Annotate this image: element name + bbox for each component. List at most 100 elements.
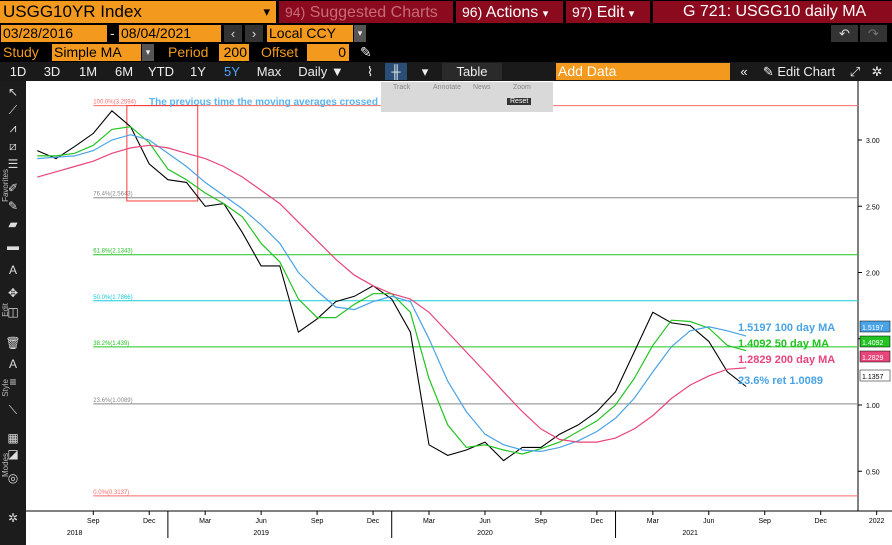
window-title: G 721: USGG10 daily MA [653, 1, 892, 23]
redo-icon[interactable]: ↷ [860, 25, 887, 42]
panel-tool-zoom[interactable]: Zoom [513, 84, 531, 91]
x-year-label: 2020 [477, 530, 493, 537]
modes-label: Modes [1, 453, 10, 478]
last-value-text: 1.5197 [862, 325, 884, 332]
timeframe-3d[interactable]: 3D [43, 64, 61, 79]
study-label: Study [3, 44, 39, 60]
draw-line-icon[interactable]: ⟋ [8, 103, 18, 117]
panel-tool-track[interactable]: Track [393, 84, 411, 91]
trend-tool-icon[interactable]: ⩘ [9, 121, 17, 135]
timeframe-ytd[interactable]: YTD [148, 64, 174, 79]
timeframe-1y[interactable]: 1Y [190, 64, 206, 79]
timeframe-1m[interactable]: 1M [78, 64, 98, 79]
crossing-highlight-box [126, 105, 199, 202]
channel-tool-icon[interactable]: ⧄ [9, 139, 17, 153]
currency-select[interactable]: Local CCY [267, 25, 353, 42]
study-bar: Study Simple MA ▾ Period 200 Offset 0 ✎ [0, 43, 892, 62]
chevron-right-icon[interactable]: › [245, 25, 263, 42]
panel-tool-reset[interactable]: Reset [507, 98, 532, 105]
stroke-icon[interactable]: ⟍ [8, 403, 18, 417]
favorites-label: Favorites [1, 169, 10, 202]
marker-icon[interactable]: ▰ [8, 217, 18, 231]
x-tick-label: Dec [143, 518, 156, 525]
ticker-caret-icon[interactable]: ▾ [263, 4, 270, 19]
timeframe-max[interactable]: Max [256, 64, 282, 79]
suggested-charts-button[interactable]: 94) Suggested Charts [279, 1, 453, 23]
x-tick-label: Mar [423, 518, 436, 525]
ticker-field[interactable]: USGG10YR Index ▾ [0, 1, 276, 23]
fibonacci-tool-icon[interactable]: ☰ [7, 157, 19, 171]
edit-chart-button[interactable]: ✎ Edit Chart [757, 63, 841, 80]
ruler-icon[interactable]: ▬ [7, 239, 19, 253]
y-tick-label: 2.50 [866, 204, 880, 211]
layout-icon[interactable]: ◪ [7, 447, 19, 461]
chart-tool-panel: Track Annotate News Zoom Reset [381, 82, 553, 112]
font-icon[interactable]: A [8, 357, 17, 371]
timeframe-bar: 1D 3D 1M 6M YTD 1Y 5Y Max Daily ▼ ⌇ ╫ ▾ … [0, 62, 892, 81]
frequency-select[interactable]: Daily ▼ [293, 63, 349, 80]
y-tick-label: 3.00 [866, 138, 880, 145]
line-style-icon[interactable]: ≡ [9, 375, 17, 389]
offset-label: Offset [261, 44, 299, 60]
resize-icon[interactable]: ⤢ [849, 64, 861, 79]
fib-level-label: 38.2%(1.439) [93, 341, 129, 347]
end-date-field[interactable]: 08/04/2021 [119, 25, 221, 42]
x-year-label: 2018 [67, 530, 83, 537]
pen-icon[interactable]: ✎ [7, 199, 19, 213]
x-tick-label: Sep [311, 518, 324, 525]
menu-label: Edit [596, 4, 625, 21]
settings-icon[interactable]: ✲ [871, 64, 883, 79]
gear-icon[interactable]: ✲ [7, 511, 19, 525]
panel-tool-news[interactable]: News [473, 84, 491, 91]
bar-chart-icon[interactable]: ╫ [385, 63, 407, 80]
last-value-tag [859, 369, 891, 382]
timeframe-1d[interactable]: 1D [9, 64, 27, 79]
move-icon[interactable]: ✥ [7, 286, 19, 300]
y-tick-label: 0.50 [866, 469, 880, 476]
period-input[interactable]: 200 [219, 44, 249, 61]
ticker-text: USGG10YR Index [3, 2, 142, 21]
grid-icon[interactable]: ▦ [7, 431, 19, 445]
fib-level-label: 61.8%(2.1343) [93, 249, 132, 255]
fib-level-label: 0.0%(0.3137) [93, 490, 129, 496]
undo-icon[interactable]: ↶ [831, 25, 858, 42]
text-tool-icon[interactable]: A [8, 263, 17, 277]
menu-number: 96) [462, 4, 483, 20]
edit-menu-button[interactable]: 97) Edit ▾ [566, 1, 650, 23]
last-value-tag [859, 320, 891, 333]
ma-annotation-label: 1.4092 50 day MA [738, 338, 829, 350]
x-year-label: 2021 [682, 530, 698, 537]
add-data-input[interactable]: Add Data [556, 63, 730, 80]
study-dropdown-icon[interactable]: ▾ [142, 44, 154, 61]
series-line-100-day-ma [37, 134, 747, 453]
crosshair-icon[interactable]: ◎ [7, 471, 19, 485]
price-chart[interactable]: 0.501.001.502.002.503.00SepDecMarJunSepD… [26, 81, 892, 545]
trash-icon[interactable]: 🗑 [5, 336, 21, 350]
chevron-down-icon: ▾ [542, 8, 549, 20]
timeframe-5y[interactable]: 5Y [224, 64, 240, 79]
eraser-icon[interactable]: ◫ [7, 305, 19, 319]
panel-tool-annotate[interactable]: Annotate [433, 84, 462, 91]
menu-label: Suggested Charts [309, 4, 438, 21]
x-tick-label: Dec [814, 518, 827, 525]
study-select[interactable]: Simple MA [52, 44, 141, 61]
chevron-left-icon[interactable]: ‹ [224, 25, 242, 42]
x-tick-label: Jun [479, 518, 490, 525]
brush-icon[interactable]: ✐ [7, 181, 19, 195]
edit-chart-label: Edit Chart [777, 64, 836, 79]
currency-dropdown-icon[interactable]: ▾ [354, 25, 366, 42]
x-tick-label: Mar [647, 518, 660, 525]
table-button[interactable]: Table [442, 63, 502, 80]
x-tick-label: Jun [703, 518, 714, 525]
actions-button[interactable]: 96) Actions ▾ [456, 1, 563, 23]
cursor-icon[interactable]: ↖ [7, 85, 19, 99]
start-date-field[interactable]: 03/28/2016 [1, 25, 107, 42]
line-chart-icon[interactable]: ⌇ [366, 64, 374, 79]
timeframe-6m[interactable]: 6M [114, 64, 134, 79]
triangle-down-icon: ▼ [330, 64, 344, 79]
double-chevron-left-icon[interactable]: « [740, 64, 748, 79]
offset-input[interactable]: 0 [307, 44, 349, 61]
chart-type-dropdown-icon[interactable]: ▾ [421, 64, 429, 79]
pencil-icon[interactable]: ✎ [360, 44, 372, 60]
x-tick-label: Dec [591, 518, 604, 525]
